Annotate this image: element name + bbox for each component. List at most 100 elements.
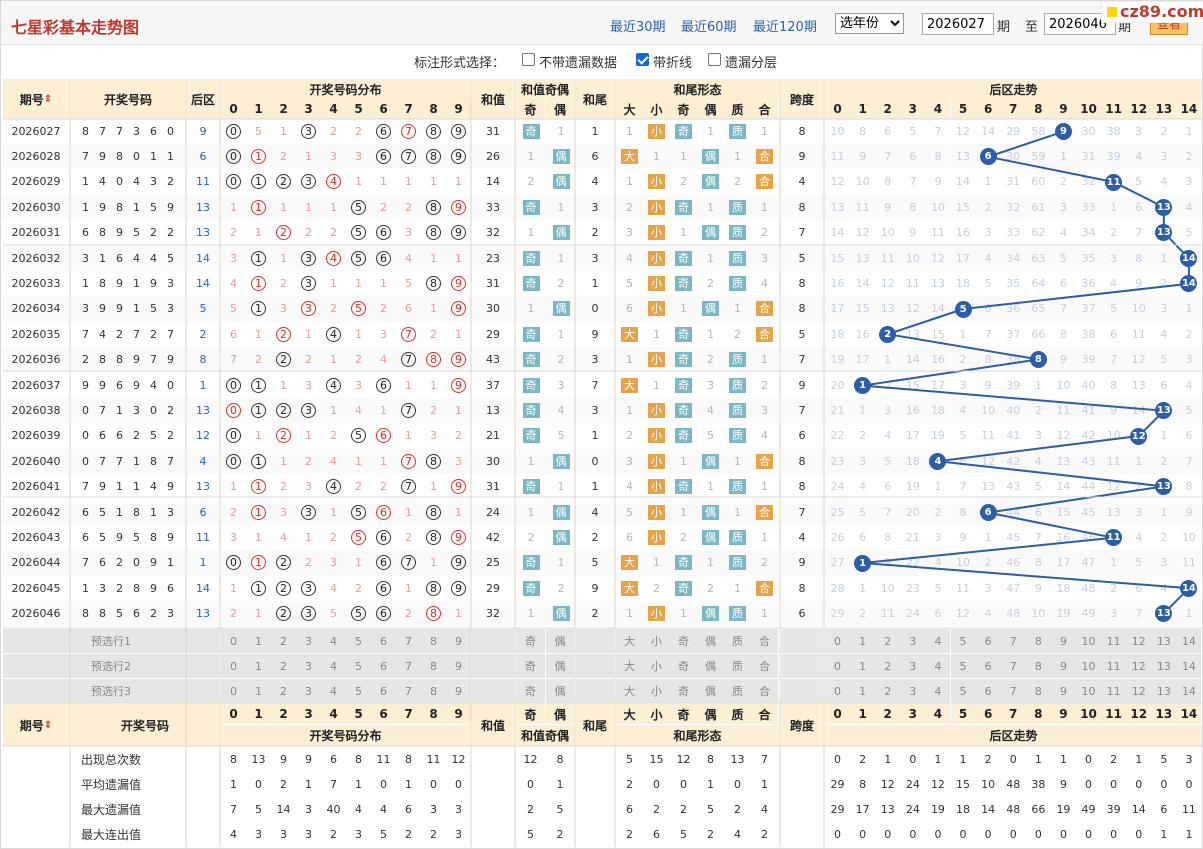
preselect-digit[interactable]: 8 [421, 679, 446, 703]
preselect-trend[interactable]: 11 [1101, 654, 1127, 678]
preselect-digit[interactable]: 4 [321, 654, 346, 678]
preselect-trend[interactable]: 12 [1126, 679, 1152, 703]
preselect-trend[interactable]: 5 [950, 629, 976, 653]
preselect-trend[interactable]: 2 [875, 679, 901, 703]
preselect-digit[interactable]: 5 [346, 629, 371, 653]
preselect-trend[interactable]: 8 [1025, 654, 1051, 678]
recent-30-link[interactable]: 最近30期 [610, 20, 666, 35]
preselect-trend[interactable]: 4 [925, 654, 951, 678]
to-issue-input[interactable] [1044, 13, 1116, 35]
year-select[interactable]: 选年份 [835, 13, 904, 34]
preselect-trend[interactable]: 2 [875, 629, 901, 653]
preselect-shape[interactable]: 奇 [670, 679, 697, 703]
preselect-digit[interactable]: 6 [371, 629, 396, 653]
preselect-digit[interactable]: 1 [246, 654, 271, 678]
preselect-shape[interactable]: 质 [724, 679, 751, 703]
preselect-digit[interactable]: 5 [346, 654, 371, 678]
preselect-digit[interactable]: 7 [396, 629, 421, 653]
preselect-shape[interactable]: 大 [616, 679, 643, 703]
preselect-trend[interactable]: 11 [1101, 629, 1127, 653]
preselect-shape[interactable]: 偶 [697, 629, 724, 653]
preselect-digit[interactable]: 2 [271, 679, 296, 703]
preselect-trend[interactable]: 9 [1050, 629, 1076, 653]
preselect-digit[interactable]: 4 [321, 679, 346, 703]
preselect-trend[interactable]: 9 [1050, 679, 1076, 703]
preselect-trend[interactable]: 1 [850, 654, 876, 678]
preselect-digit[interactable]: 2 [271, 654, 296, 678]
preselect-odd[interactable]: 奇 [516, 629, 545, 653]
preselect-trend[interactable]: 6 [975, 629, 1001, 653]
preselect-trend[interactable]: 10 [1076, 679, 1102, 703]
from-issue-input[interactable] [922, 13, 994, 35]
preselect-digit[interactable]: 9 [446, 654, 471, 678]
recent-120-link[interactable]: 最近120期 [753, 20, 817, 35]
preselect-shape[interactable]: 小 [643, 629, 670, 653]
preselect-trend[interactable]: 0 [825, 679, 851, 703]
preselect-trend[interactable]: 13 [1151, 654, 1177, 678]
preselect-trend[interactable]: 14 [1176, 654, 1202, 678]
preselect-shape[interactable]: 合 [751, 654, 778, 678]
preselect-trend[interactable]: 7 [1000, 654, 1026, 678]
preselect-digit[interactable]: 3 [296, 654, 321, 678]
preselect-trend[interactable]: 1 [850, 679, 876, 703]
preselect-trend[interactable]: 0 [825, 629, 851, 653]
preselect-digit[interactable]: 0 [221, 629, 246, 653]
preselect-shape[interactable]: 大 [616, 629, 643, 653]
preselect-shape[interactable]: 合 [751, 629, 778, 653]
preselect-trend[interactable]: 10 [1076, 654, 1102, 678]
preselect-trend[interactable]: 13 [1151, 629, 1177, 653]
preselect-trend[interactable]: 7 [1000, 629, 1026, 653]
preselect-trend[interactable]: 14 [1176, 629, 1202, 653]
preselect-trend[interactable]: 3 [900, 679, 926, 703]
footer-sort-icon[interactable]: ⇕ [43, 719, 53, 731]
preselect-shape[interactable]: 小 [643, 654, 670, 678]
preselect-shape[interactable]: 质 [724, 629, 751, 653]
polyline-checkbox[interactable] [636, 53, 649, 66]
preselect-shape[interactable]: 合 [751, 679, 778, 703]
preselect-even[interactable]: 偶 [546, 629, 574, 653]
preselect-trend[interactable]: 3 [900, 629, 926, 653]
preselect-odd[interactable]: 奇 [516, 679, 545, 703]
preselect-trend[interactable]: 8 [1025, 629, 1051, 653]
preselect-digit[interactable]: 9 [446, 679, 471, 703]
preselect-trend[interactable]: 4 [925, 629, 951, 653]
preselect-even[interactable]: 偶 [546, 654, 574, 678]
preselect-digit[interactable]: 0 [221, 679, 246, 703]
preselect-even[interactable]: 偶 [546, 679, 574, 703]
preselect-shape[interactable]: 小 [643, 679, 670, 703]
preselect-trend[interactable]: 5 [950, 679, 976, 703]
preselect-shape[interactable]: 偶 [697, 654, 724, 678]
preselect-digit[interactable]: 3 [296, 679, 321, 703]
preselect-trend[interactable]: 9 [1050, 654, 1076, 678]
preselect-digit[interactable]: 7 [396, 654, 421, 678]
preselect-shape[interactable]: 质 [724, 654, 751, 678]
layered-missing-checkbox[interactable] [708, 53, 721, 66]
preselect-digit[interactable]: 1 [246, 679, 271, 703]
preselect-shape[interactable]: 偶 [697, 679, 724, 703]
preselect-trend[interactable]: 1 [850, 629, 876, 653]
preselect-shape[interactable]: 奇 [670, 654, 697, 678]
recent-60-link[interactable]: 最近60期 [681, 20, 737, 35]
preselect-trend[interactable]: 11 [1101, 679, 1127, 703]
preselect-trend[interactable]: 0 [825, 654, 851, 678]
preselect-shape[interactable]: 大 [616, 654, 643, 678]
preselect-digit[interactable]: 0 [221, 654, 246, 678]
preselect-trend[interactable]: 6 [975, 654, 1001, 678]
preselect-trend[interactable]: 3 [900, 654, 926, 678]
preselect-digit[interactable]: 9 [446, 629, 471, 653]
preselect-digit[interactable]: 1 [246, 629, 271, 653]
preselect-digit[interactable]: 8 [421, 629, 446, 653]
preselect-trend[interactable]: 2 [875, 654, 901, 678]
preselect-digit[interactable]: 7 [396, 679, 421, 703]
preselect-trend[interactable]: 12 [1126, 654, 1152, 678]
preselect-digit[interactable]: 8 [421, 654, 446, 678]
preselect-trend[interactable]: 10 [1076, 629, 1102, 653]
preselect-digit[interactable]: 2 [271, 629, 296, 653]
preselect-trend[interactable]: 8 [1025, 679, 1051, 703]
preselect-trend[interactable]: 4 [925, 679, 951, 703]
preselect-digit[interactable]: 4 [321, 629, 346, 653]
sort-icon[interactable]: ⇕ [43, 93, 53, 105]
no-missing-checkbox[interactable] [522, 53, 535, 66]
preselect-trend[interactable]: 7 [1000, 679, 1026, 703]
preselect-digit[interactable]: 5 [346, 679, 371, 703]
